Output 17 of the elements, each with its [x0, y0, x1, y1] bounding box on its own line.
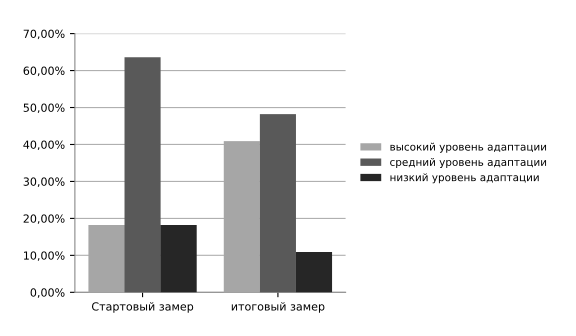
y-tick-label: 20,00% — [24, 214, 65, 224]
y-tick-label: 30,00% — [24, 177, 65, 187]
bar — [296, 252, 332, 292]
legend-label: средний уровень адаптации — [390, 158, 546, 168]
legend-label: высокий уровень адаптации — [390, 142, 546, 153]
y-tick-label: 10,00% — [24, 251, 65, 261]
y-tick-label: 0,00% — [30, 288, 65, 298]
bar — [124, 57, 161, 292]
y-tick-label: 60,00% — [24, 66, 65, 76]
bar — [260, 114, 296, 292]
y-tick-label: 70,00% — [24, 30, 65, 40]
y-tick-label: 40,00% — [23, 140, 65, 150]
x-tick-label: Стартовый замер — [92, 302, 194, 313]
x-tick-label: итоговый замер — [232, 302, 324, 313]
legend-label: низкий уровень адаптации — [390, 173, 539, 184]
y-tick-label: 50,00% — [24, 103, 65, 114]
bar — [160, 225, 197, 292]
